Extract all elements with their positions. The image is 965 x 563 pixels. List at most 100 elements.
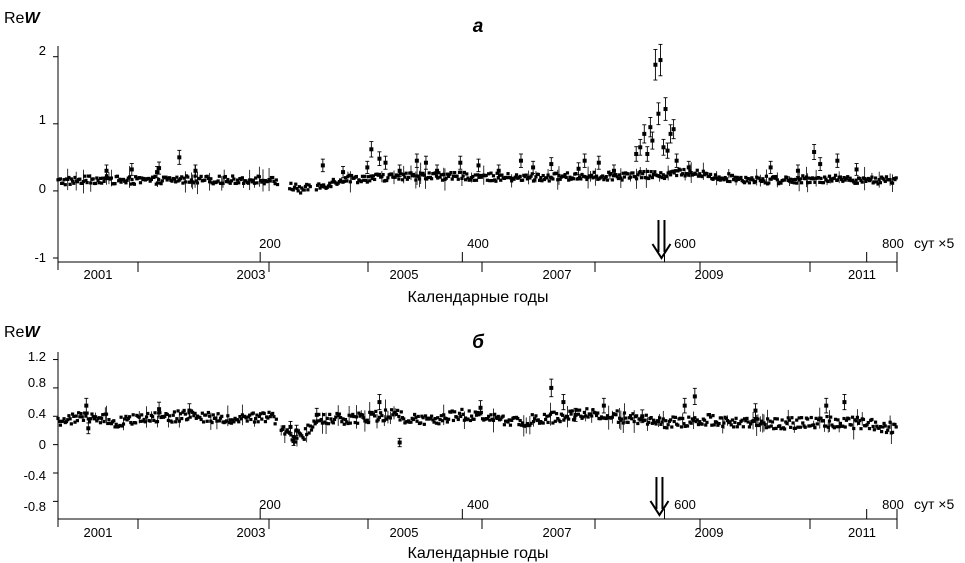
data-point: [744, 419, 748, 423]
data-point: [403, 175, 407, 179]
data-point: [518, 158, 523, 163]
data-point: [500, 173, 504, 177]
data-point: [283, 432, 287, 436]
data-point: [155, 181, 160, 185]
data-point: [306, 423, 310, 427]
data-point: [413, 174, 417, 178]
data-point: [178, 177, 183, 181]
data-point: [821, 419, 826, 423]
data-point: [180, 416, 184, 421]
data-point: [738, 422, 742, 426]
arrow-head: [651, 243, 672, 260]
data-point: [226, 414, 230, 418]
data-point: [80, 415, 84, 419]
data-point: [814, 416, 818, 420]
data-point: [616, 176, 621, 181]
data-point: [668, 173, 673, 177]
data-point: [647, 176, 651, 181]
data-point: [419, 421, 423, 425]
data-point: [854, 178, 858, 182]
data-point: [745, 179, 749, 183]
data-point: [366, 420, 371, 425]
data-point: [58, 423, 63, 427]
data-point: [428, 416, 432, 420]
data-point: [70, 412, 75, 416]
data-point: [784, 420, 788, 424]
data-point: [295, 436, 299, 440]
data-point: [607, 170, 611, 174]
data-point: [816, 175, 821, 180]
x-tick-labels: 200 400 600 800: [259, 236, 904, 251]
data-point: [793, 177, 798, 181]
data-point: [725, 418, 730, 423]
data-point: [610, 415, 614, 419]
data-point: [78, 415, 82, 419]
data-point: [389, 408, 394, 412]
data-point: [476, 410, 480, 415]
data-point: [77, 411, 81, 415]
data-point: [346, 421, 350, 426]
data-point: [747, 181, 752, 185]
data-point: [541, 173, 545, 178]
data-point: [639, 176, 644, 180]
data-point: [398, 418, 402, 422]
data-point: [836, 178, 840, 182]
data-point: [742, 417, 747, 421]
data-point: [816, 418, 821, 422]
data-point: [294, 428, 299, 433]
data-point: [856, 421, 861, 425]
data-point: [174, 180, 178, 184]
data-point: [688, 169, 692, 173]
data-point: [563, 416, 567, 420]
data-point: [256, 420, 260, 424]
year-label: 2009: [695, 267, 724, 282]
data-point: [722, 178, 726, 182]
data-point: [252, 420, 257, 424]
data-point: [299, 191, 303, 195]
data-point: [718, 178, 722, 182]
data-point: [653, 170, 657, 174]
data-point: [471, 174, 475, 179]
data-point: [322, 412, 326, 417]
data-point: [137, 176, 141, 180]
data-point: [785, 175, 789, 180]
data-point: [339, 416, 343, 420]
data-point: [770, 420, 775, 424]
data-point: [474, 413, 479, 417]
data-point: [372, 177, 377, 182]
data-point: [427, 171, 431, 175]
data-point: [356, 421, 360, 425]
data-point: [573, 412, 578, 417]
data-point: [356, 181, 360, 185]
data-point: [74, 414, 78, 418]
data-point: [472, 178, 476, 182]
x-axis-title: Календарные годы: [408, 289, 549, 306]
data-point: [689, 170, 693, 175]
data-point: [489, 171, 493, 175]
data-point: [507, 418, 511, 422]
data-point: [439, 173, 443, 177]
data-point: [673, 169, 678, 173]
data-point: [229, 179, 234, 183]
data-point: [183, 180, 187, 184]
data-point: [182, 176, 186, 180]
data-point: [365, 418, 369, 422]
data-point: [497, 173, 502, 177]
data-point: [357, 411, 361, 415]
data-point: [415, 419, 419, 423]
data-point: [266, 416, 270, 420]
data-point: [221, 181, 225, 185]
data-point: [193, 411, 197, 416]
data-point: [671, 169, 675, 173]
data-point: [842, 400, 847, 405]
data-point: [642, 169, 646, 174]
data-point: [518, 174, 522, 179]
data-point: [426, 175, 430, 180]
data-point: [246, 415, 251, 419]
data-point: [114, 422, 118, 426]
data-point: [209, 177, 213, 181]
data-point: [402, 173, 406, 177]
data-point: [272, 179, 276, 183]
data-point: [558, 419, 562, 424]
data-point: [693, 416, 697, 420]
